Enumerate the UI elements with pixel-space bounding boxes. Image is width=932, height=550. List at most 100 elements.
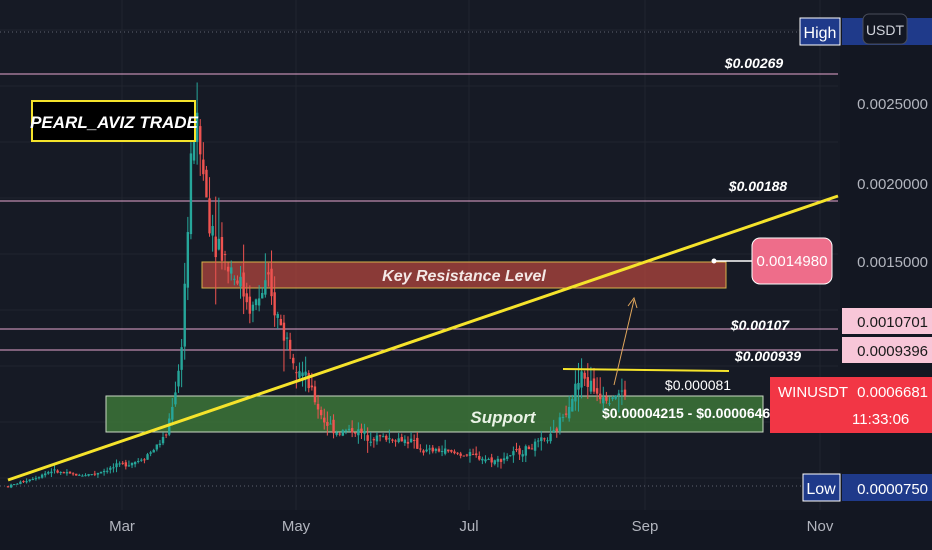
candle-body bbox=[310, 385, 314, 388]
candle-body bbox=[133, 462, 137, 465]
candle-body bbox=[40, 474, 44, 478]
candle-body bbox=[189, 153, 193, 235]
currency-label: USDT bbox=[866, 22, 905, 38]
candle-body bbox=[400, 437, 403, 442]
candle-body bbox=[233, 278, 236, 280]
target-badge[interactable] bbox=[751, 237, 833, 285]
candle-body bbox=[112, 467, 115, 469]
price-level-label: $0.000939 bbox=[734, 348, 801, 364]
price-axis-tick: 0.0020000 bbox=[857, 176, 928, 193]
candle-body bbox=[595, 388, 599, 394]
candle-body bbox=[177, 370, 180, 387]
candle-body bbox=[450, 449, 453, 452]
candle-body bbox=[25, 481, 28, 483]
candle-body bbox=[124, 462, 128, 467]
candle-body bbox=[406, 441, 410, 444]
candle-body bbox=[403, 439, 407, 444]
price-axis-badge-value: 0.0010701 bbox=[857, 314, 928, 331]
candle-body bbox=[344, 430, 348, 432]
price-level-label: $0.000081 bbox=[665, 377, 731, 393]
trend-line[interactable] bbox=[7, 194, 839, 482]
candle-body bbox=[533, 441, 537, 451]
candle-body bbox=[99, 471, 103, 474]
candle-body bbox=[180, 347, 183, 370]
target-arrow[interactable] bbox=[613, 299, 635, 386]
candle-body bbox=[9, 484, 13, 488]
candle-body bbox=[298, 371, 301, 378]
candle-body bbox=[431, 447, 434, 452]
candle-body bbox=[378, 435, 382, 437]
candle-body bbox=[329, 423, 332, 425]
candle-body bbox=[56, 470, 59, 473]
candle-body bbox=[121, 462, 124, 464]
candle-body bbox=[540, 437, 543, 442]
candle-body bbox=[140, 459, 143, 461]
candle-body bbox=[102, 470, 106, 473]
candle-body bbox=[31, 479, 35, 481]
candle-body bbox=[242, 272, 245, 297]
candle-body bbox=[118, 463, 121, 465]
resistance-zone[interactable] bbox=[201, 261, 727, 289]
candle-body bbox=[155, 444, 159, 450]
candle-body bbox=[338, 433, 341, 435]
candle-body bbox=[375, 435, 379, 442]
support-zone[interactable] bbox=[105, 395, 764, 433]
candle-body bbox=[62, 472, 66, 474]
candle-body bbox=[490, 457, 493, 463]
last-price-value: 0.0006681 bbox=[857, 384, 928, 401]
candle-body bbox=[341, 430, 345, 436]
candle-body bbox=[50, 471, 53, 474]
candle-body bbox=[462, 455, 465, 457]
candle-body bbox=[512, 451, 515, 456]
candle-body bbox=[214, 236, 217, 258]
candle-body bbox=[527, 446, 531, 450]
candle-body bbox=[254, 299, 258, 306]
candle-body bbox=[75, 473, 78, 476]
candle-body bbox=[78, 474, 81, 476]
candle-body bbox=[335, 432, 338, 435]
price-level-label: $0.00107 bbox=[730, 317, 791, 333]
candle-body bbox=[515, 449, 518, 451]
candle-body bbox=[580, 371, 583, 388]
price-axis-tick: 0.0015000 bbox=[857, 254, 928, 271]
candle-body bbox=[319, 409, 323, 416]
bar-countdown: 11:33:06 bbox=[852, 411, 909, 428]
candle-body bbox=[261, 292, 264, 299]
candle-body bbox=[468, 452, 472, 456]
candle-body bbox=[496, 458, 500, 462]
price-axis-badge bbox=[842, 308, 932, 334]
candle-body bbox=[440, 450, 444, 452]
candle-body bbox=[251, 304, 255, 311]
candle-body bbox=[34, 478, 38, 480]
candle-body bbox=[592, 378, 596, 392]
candle-body bbox=[577, 382, 580, 390]
time-axis-tick: May bbox=[282, 518, 311, 535]
candle-body bbox=[304, 371, 307, 376]
candle-body bbox=[422, 450, 425, 453]
recent-high-line[interactable] bbox=[562, 368, 730, 372]
low-value: 0.0000750 bbox=[857, 481, 928, 498]
last-price-badge[interactable] bbox=[770, 377, 932, 433]
candle-body bbox=[164, 434, 168, 436]
candle-body bbox=[130, 462, 134, 466]
currency-button[interactable] bbox=[862, 13, 908, 45]
candle-body bbox=[245, 293, 248, 303]
candle-body bbox=[499, 459, 503, 462]
candle-body bbox=[357, 429, 360, 436]
candle-body bbox=[199, 126, 202, 155]
candle-body bbox=[381, 436, 385, 438]
candle-body bbox=[484, 459, 487, 462]
candle-body bbox=[478, 456, 481, 460]
candle-body bbox=[583, 372, 586, 379]
candle-body bbox=[509, 455, 512, 457]
candle-body bbox=[13, 484, 16, 486]
candle-body bbox=[443, 448, 447, 454]
candle-body bbox=[372, 439, 376, 441]
candle-body bbox=[571, 398, 574, 412]
candle-body bbox=[605, 396, 608, 401]
candle-body bbox=[68, 471, 72, 474]
candle-body bbox=[366, 435, 369, 441]
candle-body bbox=[87, 474, 90, 476]
candle-body bbox=[546, 440, 549, 442]
